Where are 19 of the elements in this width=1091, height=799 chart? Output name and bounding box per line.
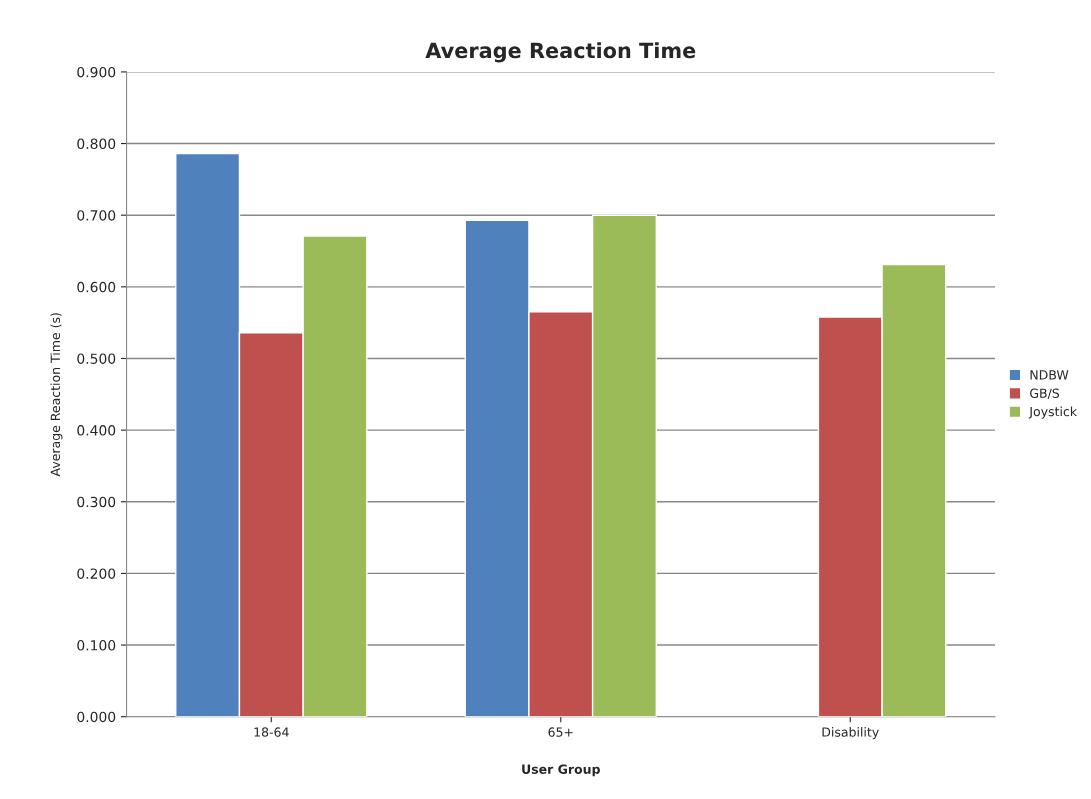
y-tick-label: 0.500 — [77, 353, 116, 364]
y-tick-label: 0.800 — [77, 138, 116, 150]
y-tick-label: 0.900 — [77, 66, 116, 78]
y-tick-label: 0.100 — [77, 640, 116, 651]
legend-label: GB/S — [1030, 388, 1060, 399]
y-axis-title: Average Reaction Time (s) — [50, 313, 63, 477]
x-axis-title: User Group — [522, 764, 600, 777]
legend-label: Joystick — [1028, 406, 1078, 419]
y-tick-label: 0.700 — [77, 210, 116, 221]
chart-title: Average Reaction Time — [425, 42, 696, 63]
y-tick-label: 0.600 — [77, 281, 116, 293]
x-tick-label: 65+ — [548, 727, 573, 737]
legend-label: NDBW — [1030, 370, 1069, 380]
y-tick-label: 0.400 — [77, 425, 116, 436]
y-tick-label: 0.300 — [77, 496, 116, 508]
x-tick-label: 18-64 — [254, 727, 289, 737]
y-tick-label: 0.200 — [77, 568, 116, 579]
y-tick-label: 0.000 — [77, 711, 116, 723]
x-tick-label: Disability — [822, 727, 879, 740]
